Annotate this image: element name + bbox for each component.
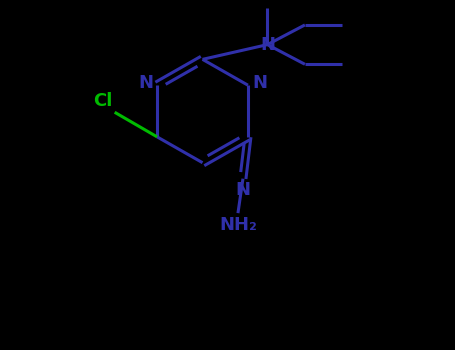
Text: NH₂: NH₂ [219, 216, 257, 233]
Text: N: N [235, 181, 250, 199]
Text: Cl: Cl [93, 92, 112, 110]
Text: N: N [252, 74, 267, 92]
Text: N: N [138, 74, 153, 92]
Text: N: N [260, 36, 275, 54]
